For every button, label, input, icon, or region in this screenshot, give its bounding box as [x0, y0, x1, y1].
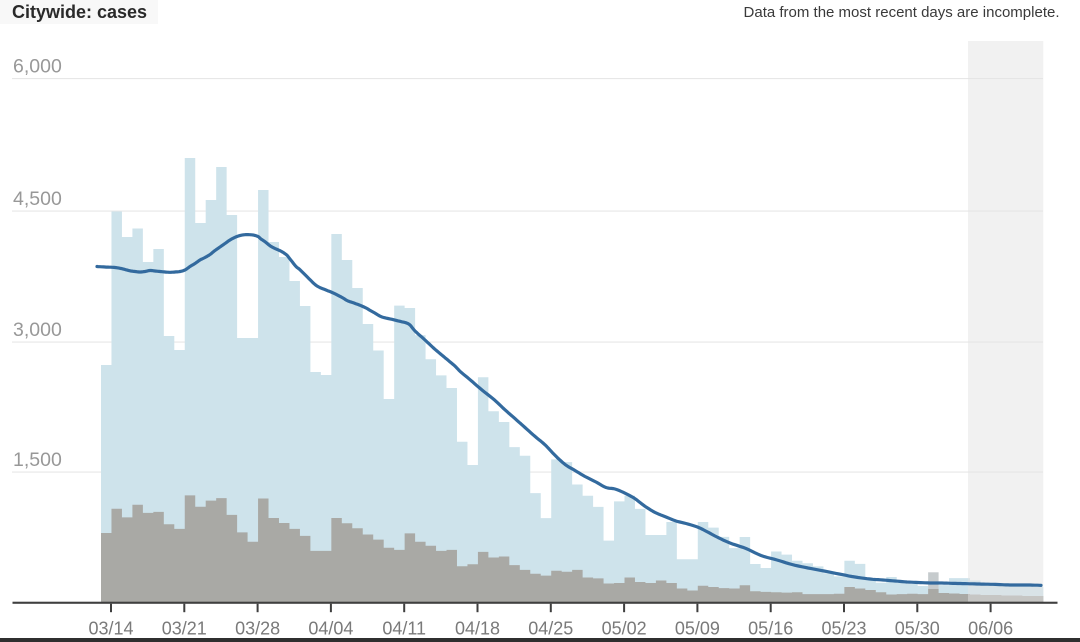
svg-text:1,500: 1,500: [13, 449, 62, 471]
svg-text:05/16: 05/16: [748, 619, 793, 639]
svg-text:3,000: 3,000: [13, 319, 62, 341]
svg-text:04/18: 04/18: [455, 619, 500, 639]
svg-text:03/14: 03/14: [88, 619, 133, 639]
svg-text:4,500: 4,500: [13, 188, 62, 210]
svg-text:03/21: 03/21: [162, 619, 207, 639]
svg-text:04/25: 04/25: [528, 619, 573, 639]
svg-text:05/02: 05/02: [602, 619, 647, 639]
svg-text:06/06: 06/06: [968, 619, 1013, 639]
svg-text:03/28: 03/28: [235, 619, 280, 639]
svg-text:05/09: 05/09: [675, 619, 720, 639]
svg-text:Data from the most recent days: Data from the most recent days are incom…: [744, 4, 1060, 21]
svg-text:04/04: 04/04: [308, 619, 353, 639]
svg-text:Citywide: cases: Citywide: cases: [12, 2, 147, 22]
svg-text:04/11: 04/11: [382, 619, 426, 639]
svg-text:05/30: 05/30: [895, 619, 940, 639]
svg-text:6,000: 6,000: [13, 56, 62, 78]
svg-text:05/23: 05/23: [821, 619, 866, 639]
